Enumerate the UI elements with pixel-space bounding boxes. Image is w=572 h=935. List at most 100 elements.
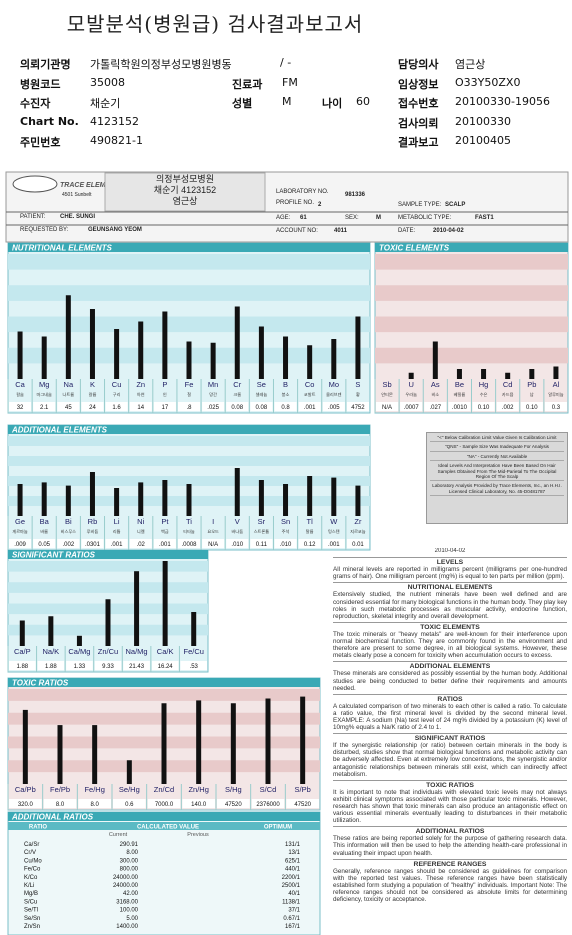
panel-title-bg <box>8 550 208 559</box>
bar <box>186 341 192 379</box>
element-value: 320.0 <box>18 802 34 808</box>
element-label: Ca/Mg <box>68 647 90 656</box>
ratio-value: 5.00 <box>126 916 138 922</box>
field-label: 결과보고 <box>398 136 439 149</box>
element-label: Sn <box>281 517 290 526</box>
bar <box>408 372 414 379</box>
element-name: 바나듐 <box>231 528 243 535</box>
element-label: S/Hg <box>225 785 242 794</box>
element-label: Ni <box>137 517 144 526</box>
element-label: Sb <box>382 380 391 389</box>
element-name: 리튬 <box>113 528 121 535</box>
note-heading: ADDITIONAL RATIOS <box>333 826 567 835</box>
header-field: REQUESTED BY: <box>20 227 69 233</box>
bar <box>22 709 28 784</box>
ratio-optimum: 131/1 <box>285 842 301 848</box>
ratio-value: 24000.00 <box>113 883 139 889</box>
panel-title: SIGNIFICANT RATIOS <box>12 551 96 560</box>
element-value: .02 <box>137 542 146 548</box>
element-name: 붕소 <box>282 392 290 397</box>
element-name: 망간 <box>209 391 217 397</box>
element-label: Cr <box>233 380 241 389</box>
field-label: Chart No. <box>20 114 79 128</box>
element-value: .027 <box>429 405 441 411</box>
field-value: 채순기 <box>90 97 121 110</box>
element-label: Se <box>257 380 266 389</box>
element-label: Hg <box>479 380 489 389</box>
field-label: 병원코드 <box>20 77 61 91</box>
value-cell <box>298 402 321 411</box>
value-cell <box>9 402 32 411</box>
value-cell <box>202 539 225 548</box>
element-label: S <box>355 380 360 389</box>
element-value: 24 <box>89 405 96 411</box>
bar <box>41 336 47 379</box>
notes: 2010-04-02 LEVELS All mineral levels are r… <box>333 548 567 933</box>
element-value: 21.43 <box>129 664 145 670</box>
note-heading: RATIOS <box>333 693 567 703</box>
value-cell <box>346 402 369 411</box>
ratio-name: Se/Tl <box>24 908 38 914</box>
element-name: 코발트 <box>304 391 316 397</box>
bar <box>57 725 63 784</box>
element-value: 16.24 <box>158 664 174 670</box>
panel-title: TOXIC ELEMENTS <box>379 244 450 253</box>
value-cell <box>151 661 179 670</box>
ratio-value: 800.00 <box>120 867 139 873</box>
element-value: 2376000 <box>256 802 280 808</box>
element-label: Na <box>64 380 74 389</box>
bar <box>19 620 25 646</box>
element-value: .001 <box>328 542 340 548</box>
field-value: M <box>282 95 292 108</box>
element-value: 7000.0 <box>155 802 174 808</box>
value-cell <box>33 539 56 548</box>
header-field: FAST1 <box>475 215 494 221</box>
element-value: N/A <box>208 542 218 548</box>
page-title: 모발분석(병원급) 검사결과보고서 <box>66 12 364 36</box>
ratio-name: Mg/B <box>24 891 38 897</box>
element-label: V <box>235 517 240 526</box>
element-label: Pt <box>161 517 169 526</box>
bar <box>17 331 23 379</box>
bar <box>17 484 23 516</box>
element-name: 칼륨 <box>89 391 97 397</box>
panel-band <box>8 436 370 446</box>
element-label: Zn/Cd <box>154 785 174 794</box>
element-name: 주석 <box>282 528 290 535</box>
bar <box>89 309 95 379</box>
table-subheader: Current <box>109 832 128 838</box>
note-text: These minerals are considered as possibl… <box>333 670 567 692</box>
ratio-name: Cu/Mo <box>24 858 42 864</box>
value-cell <box>376 402 399 411</box>
note-text: All mineral levels are reported in milli… <box>333 566 567 581</box>
element-label: Cd <box>503 380 513 389</box>
element-value: 4752 <box>351 405 365 411</box>
value-cell <box>226 539 249 548</box>
bar <box>138 482 144 516</box>
bar <box>265 698 271 784</box>
header-field: PATIENT: <box>20 214 46 220</box>
value-cell <box>496 402 519 411</box>
value-cell <box>180 661 207 670</box>
ratio-optimum: 1138/1 <box>282 899 301 905</box>
ratio-optimum: 40/1 <box>288 891 300 897</box>
ratio-value: 300.00 <box>120 858 139 864</box>
value-cell <box>544 402 567 411</box>
panel-title: ADDITIONAL RATIOS <box>11 813 94 822</box>
panel-band <box>375 347 568 364</box>
note-text: It is important to note that individuals… <box>333 788 567 825</box>
bar <box>191 612 197 646</box>
element-label: Pb <box>527 380 536 389</box>
header-field: SAMPLE TYPE: <box>398 202 442 208</box>
bar <box>331 477 337 516</box>
bar <box>210 342 216 379</box>
bar <box>258 326 264 379</box>
value-cell <box>177 402 201 411</box>
element-value: 17 <box>162 405 169 411</box>
element-label: Rb <box>88 517 98 526</box>
stamp-line: 의정부성모병원 <box>156 174 214 184</box>
note-text: The toxic minerals or "heavy metals" are… <box>333 630 567 660</box>
ratio-name: K/Li <box>24 883 34 889</box>
bar <box>307 476 313 516</box>
